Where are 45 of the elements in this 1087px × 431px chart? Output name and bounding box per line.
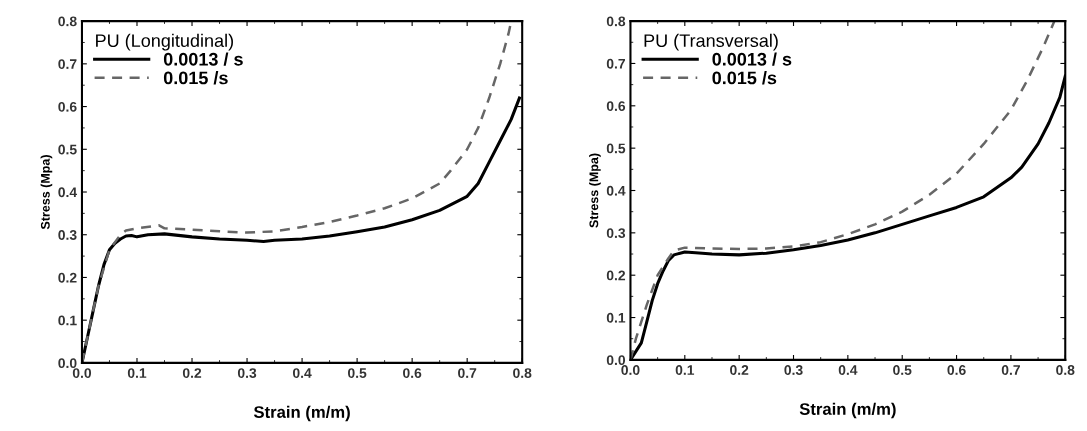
x-tick-label: 0.7 (458, 368, 477, 378)
y-tick-label: 0.6 (58, 101, 77, 112)
y-tick-label: 0.8 (58, 16, 77, 27)
y-tick-label: 0.4 (58, 187, 78, 198)
y-axis-title: Stress (Mpa) (40, 155, 53, 230)
legend-title: PU (Longitudinal) (96, 33, 233, 51)
x-tick-label: 0.4 (838, 365, 858, 375)
x-tick-label: 0.5 (893, 365, 912, 375)
x-tick-label: 0.3 (784, 365, 803, 375)
y-tick-label: 0.0 (606, 355, 626, 366)
y-tick-label: 0.5 (58, 144, 77, 155)
y-tick-label: 0.5 (606, 143, 626, 154)
x-tick-label: 0.7 (1001, 365, 1020, 375)
x-tick-label: 0.1 (127, 368, 147, 378)
x-tick-label: 0.8 (1056, 365, 1075, 375)
y-tick-label: 0.1 (606, 312, 626, 323)
x-tick-label: 0.0 (72, 368, 92, 378)
x-tick-label: 0.6 (947, 365, 966, 375)
x-tick-label: 0.3 (237, 368, 257, 378)
y-tick-label: 0.7 (606, 58, 625, 69)
x-tick-label: 0.0 (621, 365, 640, 375)
y-tick-label: 0.8 (606, 16, 626, 27)
legend-title: PU (Transversal) (644, 33, 778, 51)
x-tick-label: 0.8 (513, 368, 532, 378)
legend-label: 0.0013 / s (163, 52, 243, 66)
x-tick-label: 0.2 (730, 365, 749, 375)
y-tick-label: 0.4 (606, 185, 626, 196)
legend-label: 0.0013 / s (712, 52, 792, 66)
legend-label: 0.015 /s (712, 71, 777, 85)
legend-label: 0.015 /s (163, 71, 228, 85)
x-tick-label: 0.4 (292, 368, 312, 378)
y-tick-label: 0.3 (606, 228, 626, 239)
y-axis-title: Stress (Mpa) (589, 153, 601, 228)
y-tick-label: 0.3 (58, 230, 77, 240)
y-tick-label: 0.6 (606, 101, 626, 111)
x-tick-label: 0.6 (403, 368, 422, 378)
y-tick-label: 0.2 (58, 272, 77, 283)
x-tick-label: 0.2 (182, 368, 202, 378)
y-tick-label: 0.1 (58, 315, 77, 326)
y-tick-label: 0.2 (606, 270, 626, 281)
x-axis-title: Strain (m/m) (799, 402, 896, 419)
x-axis-title: Strain (m/m) (253, 405, 350, 422)
y-tick-label: 0.7 (58, 59, 77, 70)
x-tick-label: 0.5 (348, 368, 367, 378)
x-tick-label: 0.1 (675, 365, 695, 375)
